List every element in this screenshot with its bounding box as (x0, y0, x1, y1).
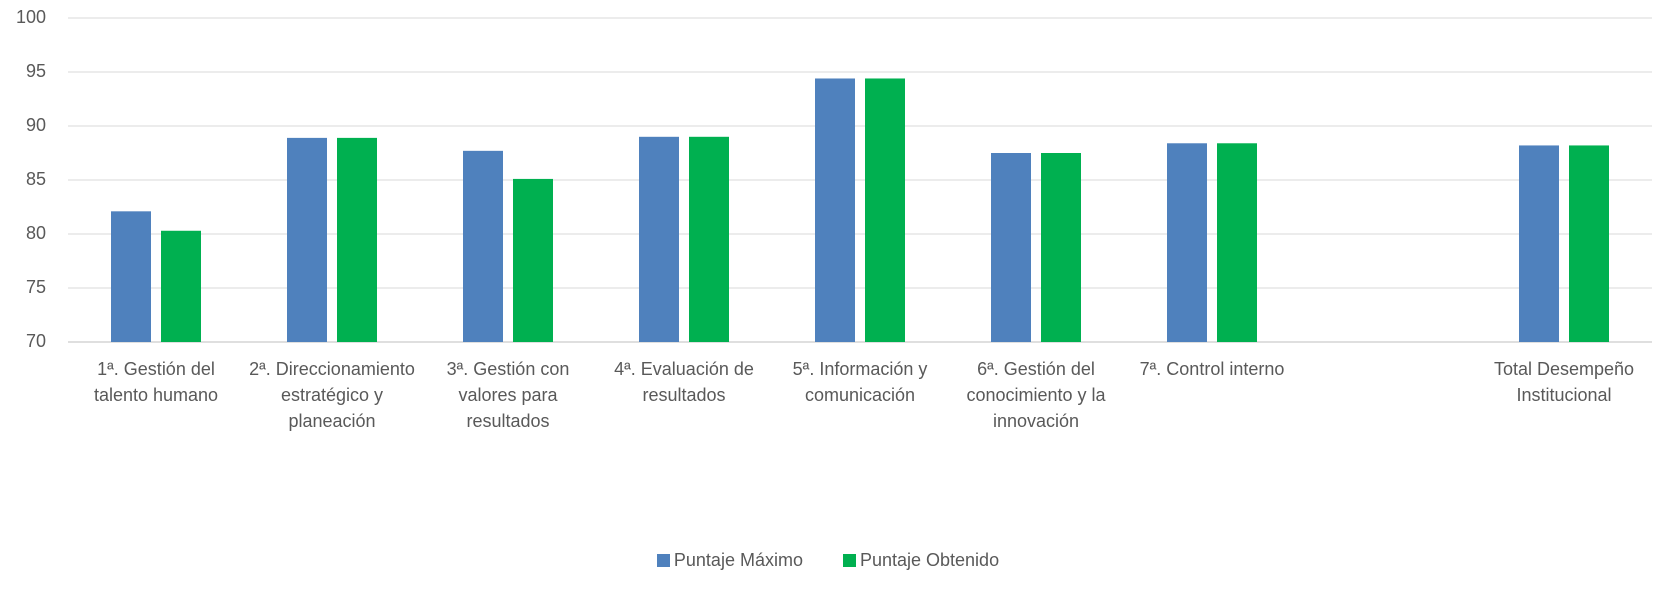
bar (815, 78, 855, 342)
x-tick-label: Total Desempeño Institucional (1493, 359, 1635, 405)
bar (1519, 145, 1559, 342)
y-tick-label: 95 (26, 61, 46, 81)
bar (337, 137, 377, 342)
y-tick-label: 75 (26, 277, 46, 297)
bar (111, 211, 151, 342)
bar (689, 136, 729, 342)
x-tick-label: 6ª. Gestión del conocimiento y la innova… (966, 359, 1106, 431)
legend-item: Puntaje Máximo (656, 550, 803, 571)
x-tick-label: 5ª. Información y comunicación (792, 359, 928, 405)
bar (287, 137, 327, 342)
bar (1217, 143, 1257, 342)
y-tick-label: 70 (26, 331, 46, 351)
x-tick-label: 3ª. Gestión con valores para resultados (446, 359, 570, 431)
legend: Puntaje Máximo Puntaje Obtenido (0, 550, 1656, 571)
y-tick-label: 100 (16, 7, 46, 27)
y-tick-label: 80 (26, 223, 46, 243)
y-tick-label: 90 (26, 115, 46, 135)
x-tick-label: 7ª. Control interno (1139, 359, 1285, 379)
y-tick-label: 85 (26, 169, 46, 189)
x-tick-label: 2ª. Direccionamiento estratégico y plane… (249, 359, 415, 431)
legend-swatch (656, 554, 670, 567)
x-tick-label: 4ª. Evaluación de resultados (614, 359, 754, 405)
bar (639, 136, 679, 342)
bar (161, 230, 201, 342)
bar (1167, 143, 1207, 342)
bar (865, 78, 905, 342)
bar (463, 150, 503, 342)
bar (1569, 145, 1609, 342)
x-tick-label: 1ª. Gestión del talento humano (93, 359, 219, 405)
bar (513, 178, 553, 342)
legend-swatch (842, 554, 856, 567)
legend-label: Puntaje Obtenido (859, 550, 1000, 570)
legend-label: Puntaje Máximo (673, 550, 803, 570)
bar (991, 153, 1031, 342)
bar (1041, 153, 1081, 342)
legend-item: Puntaje Obtenido (842, 550, 1000, 571)
